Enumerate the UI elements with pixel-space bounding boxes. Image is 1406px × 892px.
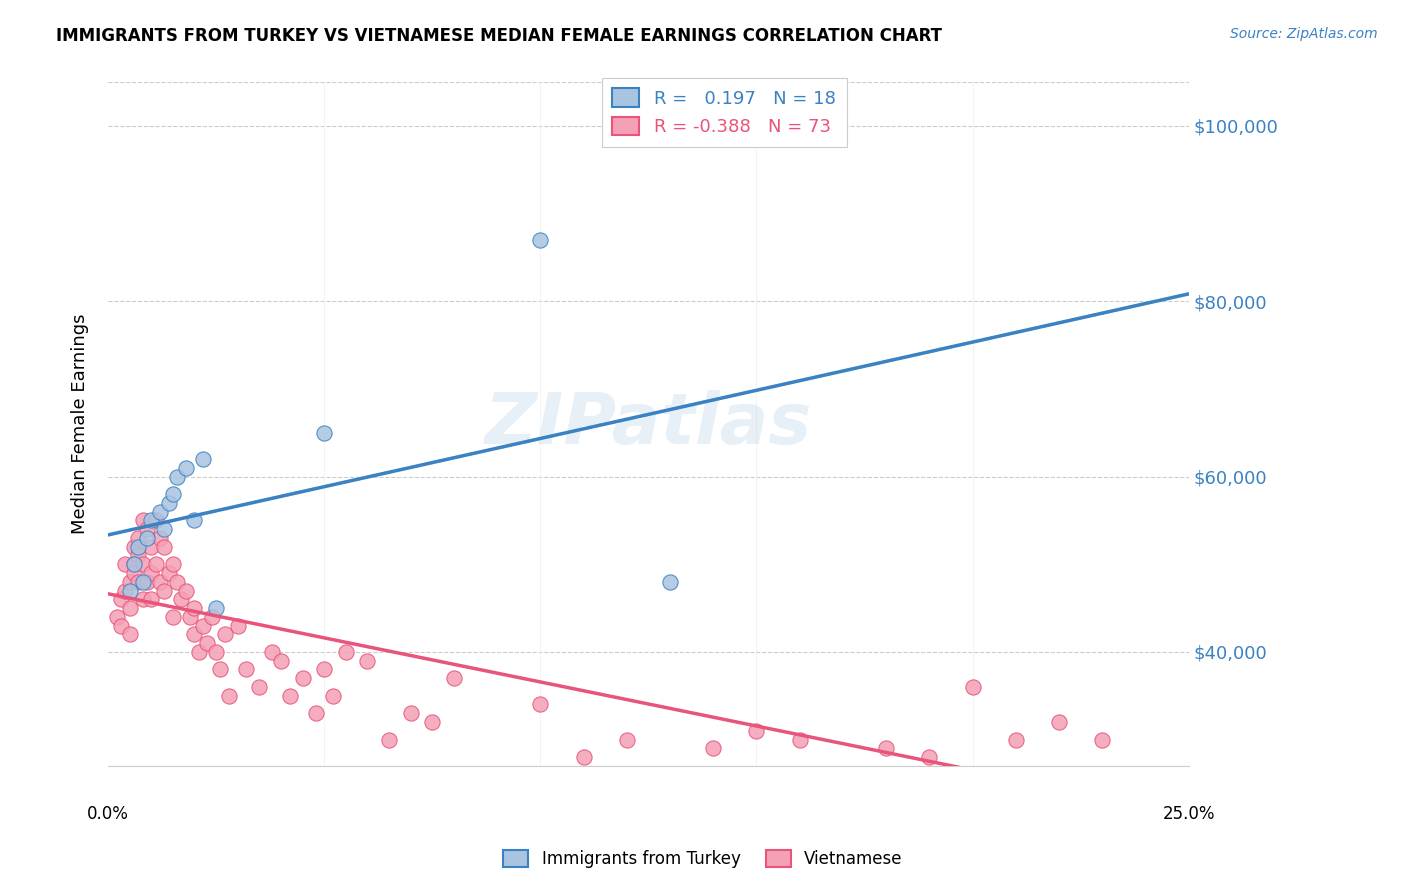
Text: IMMIGRANTS FROM TURKEY VS VIETNAMESE MEDIAN FEMALE EARNINGS CORRELATION CHART: IMMIGRANTS FROM TURKEY VS VIETNAMESE MED… bbox=[56, 27, 942, 45]
Point bbox=[174, 460, 197, 475]
Point bbox=[304, 706, 326, 721]
Point bbox=[157, 566, 180, 580]
Point bbox=[153, 540, 176, 554]
Point bbox=[183, 601, 205, 615]
Point bbox=[141, 592, 163, 607]
Point bbox=[378, 732, 401, 747]
Legend: Immigrants from Turkey, Vietnamese: Immigrants from Turkey, Vietnamese bbox=[496, 843, 910, 875]
Point bbox=[322, 689, 344, 703]
Point bbox=[262, 645, 284, 659]
Point bbox=[174, 583, 197, 598]
Point bbox=[122, 558, 145, 572]
Point bbox=[191, 452, 214, 467]
Point bbox=[247, 680, 270, 694]
Text: 0.0%: 0.0% bbox=[87, 805, 129, 823]
Point bbox=[314, 425, 336, 440]
Point bbox=[335, 645, 357, 659]
Point bbox=[153, 583, 176, 598]
Legend: R =   0.197   N = 18, R = -0.388   N = 73: R = 0.197 N = 18, R = -0.388 N = 73 bbox=[602, 78, 846, 147]
Point bbox=[162, 610, 184, 624]
Point bbox=[135, 574, 157, 589]
Point bbox=[226, 618, 249, 632]
Point bbox=[145, 513, 167, 527]
Point bbox=[141, 540, 163, 554]
Text: ZIPatlas: ZIPatlas bbox=[485, 390, 813, 458]
Point bbox=[420, 714, 443, 729]
Point bbox=[122, 540, 145, 554]
Point bbox=[270, 654, 292, 668]
Point bbox=[789, 732, 811, 747]
Point bbox=[131, 558, 153, 572]
Point bbox=[183, 627, 205, 641]
Point bbox=[118, 601, 141, 615]
Point bbox=[1047, 714, 1070, 729]
Point bbox=[745, 723, 768, 738]
Point bbox=[962, 680, 984, 694]
Point bbox=[205, 645, 228, 659]
Point bbox=[127, 531, 149, 545]
Point bbox=[278, 689, 301, 703]
Point bbox=[166, 469, 188, 483]
Point bbox=[235, 662, 257, 676]
Point bbox=[702, 741, 724, 756]
Point bbox=[127, 549, 149, 563]
Point bbox=[659, 574, 682, 589]
Point bbox=[875, 741, 897, 756]
Point bbox=[145, 558, 167, 572]
Point bbox=[153, 522, 176, 536]
Point bbox=[170, 592, 193, 607]
Point bbox=[191, 618, 214, 632]
Point bbox=[529, 233, 551, 247]
Point bbox=[149, 531, 172, 545]
Point bbox=[118, 574, 141, 589]
Point bbox=[149, 574, 172, 589]
Point bbox=[187, 645, 209, 659]
Point bbox=[114, 558, 136, 572]
Point bbox=[218, 689, 240, 703]
Point bbox=[110, 592, 132, 607]
Point bbox=[131, 513, 153, 527]
Point bbox=[183, 513, 205, 527]
Point bbox=[443, 671, 465, 685]
Point bbox=[356, 654, 378, 668]
Point bbox=[197, 636, 219, 650]
Point bbox=[127, 540, 149, 554]
Point bbox=[166, 574, 188, 589]
Point bbox=[572, 750, 595, 764]
Point bbox=[314, 662, 336, 676]
Point bbox=[135, 531, 157, 545]
Point bbox=[127, 574, 149, 589]
Point bbox=[114, 583, 136, 598]
Point bbox=[118, 583, 141, 598]
Point bbox=[141, 513, 163, 527]
Point bbox=[110, 618, 132, 632]
Point bbox=[529, 698, 551, 712]
Point bbox=[131, 592, 153, 607]
Point bbox=[118, 627, 141, 641]
Point bbox=[157, 496, 180, 510]
Text: Source: ZipAtlas.com: Source: ZipAtlas.com bbox=[1230, 27, 1378, 41]
Point bbox=[135, 522, 157, 536]
Point bbox=[179, 610, 201, 624]
Point bbox=[918, 750, 941, 764]
Point bbox=[209, 662, 232, 676]
Point bbox=[205, 601, 228, 615]
Point bbox=[201, 610, 224, 624]
Point bbox=[1091, 732, 1114, 747]
Point bbox=[214, 627, 236, 641]
Point bbox=[399, 706, 422, 721]
Point bbox=[291, 671, 314, 685]
Point bbox=[141, 566, 163, 580]
Point bbox=[105, 610, 128, 624]
Point bbox=[122, 558, 145, 572]
Point bbox=[162, 487, 184, 501]
Point bbox=[162, 558, 184, 572]
Text: 25.0%: 25.0% bbox=[1163, 805, 1215, 823]
Point bbox=[131, 574, 153, 589]
Point bbox=[149, 505, 172, 519]
Point bbox=[616, 732, 638, 747]
Y-axis label: Median Female Earnings: Median Female Earnings bbox=[72, 314, 89, 534]
Point bbox=[122, 566, 145, 580]
Point bbox=[1005, 732, 1028, 747]
